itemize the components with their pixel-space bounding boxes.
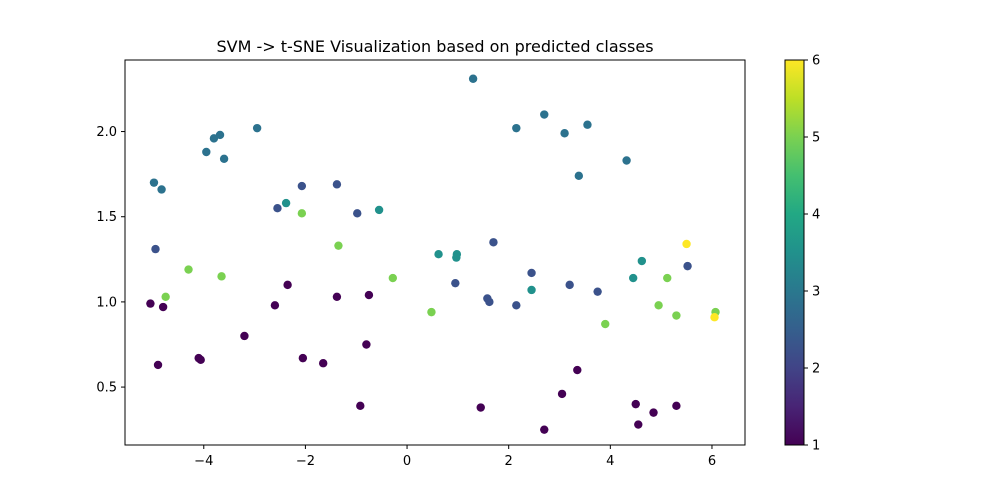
scatter-point — [637, 256, 647, 266]
scatter-point — [273, 204, 282, 213]
scatter-point — [219, 154, 229, 164]
scatter-point — [318, 359, 328, 368]
scatter-point — [682, 239, 691, 249]
scatter-point — [353, 209, 362, 218]
scatter-point — [622, 156, 631, 165]
scatter-point — [297, 181, 307, 191]
scatter-point — [374, 205, 384, 215]
scatter-point — [184, 265, 193, 274]
scatter-point — [583, 120, 592, 129]
scatter-point — [601, 319, 610, 329]
chart-title: SVM -> t-SNE Visualization based on pred… — [216, 37, 653, 56]
scatter-point — [451, 278, 460, 288]
scatter-point — [215, 130, 225, 140]
scatter-point — [158, 302, 168, 312]
scatter-point — [540, 110, 549, 119]
y-tick-label: 1.0 — [96, 295, 117, 310]
scatter-point — [283, 280, 292, 290]
x-tick-label: 2 — [505, 454, 513, 469]
scatter-point — [281, 198, 291, 208]
scatter-point — [149, 178, 159, 187]
scatter-point — [356, 401, 365, 411]
y-tick-label: 2.0 — [96, 125, 117, 140]
scatter-point — [452, 253, 461, 262]
scatter-point — [565, 280, 574, 290]
scatter-point — [489, 238, 498, 247]
scatter-point — [334, 241, 343, 250]
scatter-point — [298, 353, 308, 363]
x-axis: −4 −2 0 2 4 6 — [194, 445, 716, 469]
y-tick-label: 0.5 — [96, 381, 117, 396]
scatter-point — [634, 420, 643, 429]
colorbar-tick-label: 6 — [812, 54, 820, 69]
scatter-point — [485, 297, 494, 307]
scatter-point — [663, 273, 672, 283]
x-tick-label: 6 — [708, 454, 716, 469]
scatter-point — [270, 301, 280, 310]
scatter-point — [593, 287, 602, 296]
scatter-point — [628, 273, 638, 283]
colorbar-tick-label: 5 — [812, 131, 820, 146]
scatter-point — [427, 307, 436, 317]
scatter-point — [157, 185, 166, 194]
scatter-point — [649, 408, 658, 417]
scatter-point — [631, 399, 640, 409]
scatter-point — [146, 299, 155, 308]
scatter-points — [146, 74, 720, 434]
scatter-point — [153, 360, 163, 370]
scatter-point — [332, 180, 342, 189]
scatter-point — [527, 285, 536, 295]
x-tick-label: 0 — [403, 454, 411, 469]
scatter-point — [362, 340, 371, 349]
colorbar-tick-label: 3 — [812, 285, 820, 300]
colorbar-axis: 1 2 3 4 5 6 — [804, 54, 820, 454]
scatter-point — [512, 123, 521, 133]
scatter-point — [710, 313, 719, 322]
scatter-point — [527, 268, 536, 278]
scatter-point — [151, 244, 160, 254]
scatter-point — [683, 261, 692, 271]
scatter-point — [476, 403, 485, 412]
scatter-point — [161, 292, 170, 301]
scatter-point — [240, 331, 249, 341]
scatter-point — [434, 250, 443, 259]
x-tick-label: −4 — [194, 454, 213, 469]
colorbar — [784, 59, 805, 446]
scatter-point — [364, 290, 374, 300]
scatter-point — [297, 209, 307, 218]
scatter-point — [573, 365, 582, 375]
scatter-point — [468, 74, 478, 83]
scatter-point — [217, 272, 226, 281]
scatter-point — [654, 301, 663, 310]
x-tick-label: 4 — [606, 454, 614, 469]
scatter-point — [388, 273, 398, 283]
scatter-point — [512, 301, 521, 310]
y-tick-label: 1.5 — [96, 210, 117, 225]
colorbar-tick-label: 2 — [812, 362, 820, 377]
scatter-point — [209, 134, 219, 143]
scatter-point — [252, 123, 262, 133]
scatter-point — [196, 355, 205, 365]
x-tick-label: −2 — [296, 454, 315, 469]
scatter-point — [672, 401, 681, 411]
scatter-point — [202, 147, 211, 157]
scatter-point — [332, 292, 342, 301]
scatter-point — [672, 311, 681, 320]
scatter-point — [574, 171, 584, 181]
scatter-point — [540, 425, 549, 434]
colorbar-tick-label: 1 — [812, 439, 820, 454]
colorbar-tick-label: 4 — [812, 208, 820, 223]
scatter-point — [560, 129, 569, 138]
scatter-point — [557, 389, 567, 399]
plot-frame — [124, 59, 746, 446]
y-axis: 0.5 1.0 1.5 2.0 — [96, 125, 125, 396]
